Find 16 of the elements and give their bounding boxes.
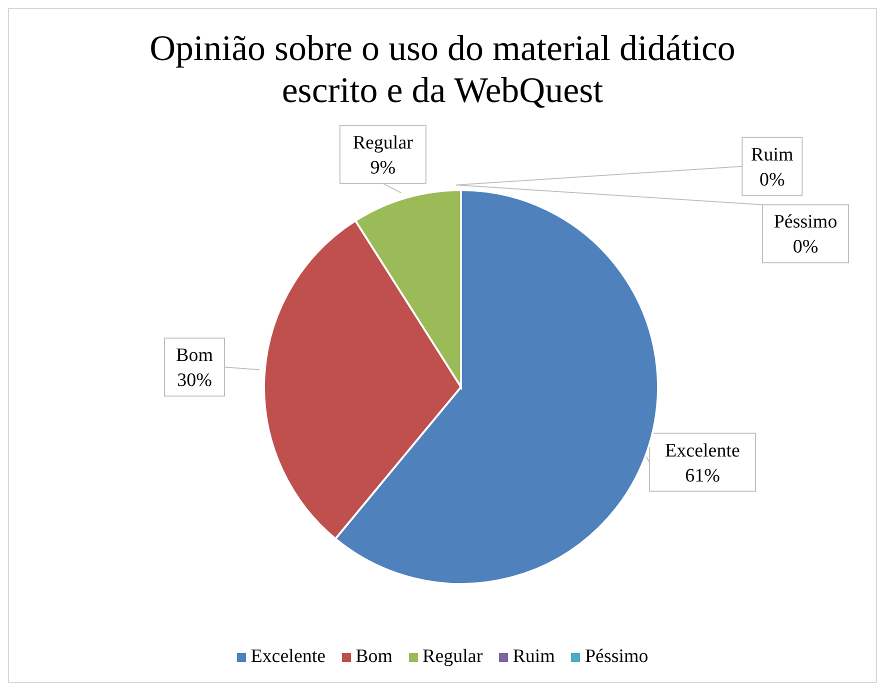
category-label: Péssimo [774,212,838,233]
slice-label: Excelente [665,440,740,462]
legend-label: Excelente [250,646,326,668]
text: 0% [792,236,818,258]
text: 0% [760,169,785,190]
data-label: 61% [685,465,720,486]
data-label: 30% [177,370,212,392]
slice-label: Bom [176,345,214,366]
slice-label: Regular [352,132,414,154]
legend-label: Ruim [512,646,555,668]
legend-label: Regular [422,646,483,668]
legend-label: Péssimo [584,646,648,668]
chart-title: Opinião sobre o uso do material didático escrito e da WebQuest [148,27,736,111]
legend-label: Bom [354,646,393,668]
data-label: 9% [370,157,396,178]
category-label: Ruim [751,144,794,166]
